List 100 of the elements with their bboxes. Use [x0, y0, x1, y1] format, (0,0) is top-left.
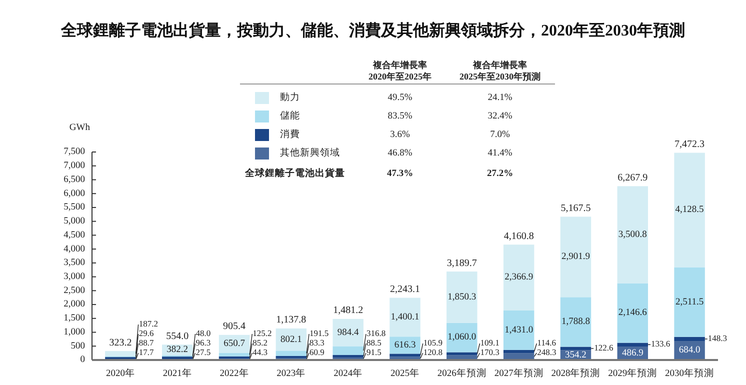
data-label: 60.9: [310, 346, 324, 357]
legend-label: 消費: [280, 128, 300, 140]
data-label: 148.3: [708, 332, 728, 343]
y-tick-label: 6,500: [64, 174, 86, 185]
data-label: 114.6: [537, 337, 556, 348]
data-label: 2,901.9: [561, 252, 590, 262]
y-tick-label: 7,500: [64, 147, 86, 158]
y-tick-label: 2,500: [64, 286, 86, 296]
x-tick-label: 2027年預測: [494, 367, 544, 380]
text: 複合年增長率 2025年至2030年預測: [460, 60, 540, 82]
data-label: 96.3: [196, 337, 211, 348]
data-label: 17.7: [138, 346, 154, 357]
data-label: 170.3: [480, 346, 500, 357]
x-tick-label: 2025年: [390, 367, 420, 380]
y-tick-label: 7,000: [64, 161, 86, 172]
data-label: 109.1: [480, 337, 500, 348]
y-tick-label: 2,000: [64, 300, 86, 310]
x-tick-label: 2029年預測: [608, 367, 658, 380]
data-label: 91.5: [366, 346, 382, 357]
chart-title: 全球鋰離子電池出貨量，按動力、儲能、消費及其他新興領域拆分，2020年至2030年預測: [60, 22, 685, 40]
y-tick-label: 4,000: [64, 244, 86, 254]
y-tick-label: 5,500: [64, 202, 86, 213]
legend-label: 其他新興領域: [280, 146, 340, 159]
data-label: 984.4: [337, 328, 360, 338]
text: 49.5%: [388, 93, 412, 104]
data-label: 4,128.5: [675, 205, 704, 216]
data-label: 105.9: [423, 337, 442, 348]
data-label: 27.5: [196, 346, 211, 357]
y-tick-label: 0: [80, 355, 86, 366]
annotation: 27.2%: [486, 169, 514, 180]
data-label: 1,850.3: [448, 292, 476, 302]
data-label: 248.3: [537, 346, 556, 357]
data-label: 83.3: [310, 337, 324, 348]
total-label: 1,137.8: [276, 314, 306, 326]
annotation: 41.4%: [488, 148, 512, 159]
data-label: 44.3: [252, 346, 268, 357]
annotation: 全球鋰離子電池出貨量: [244, 167, 345, 180]
total-label: 4,160.8: [504, 230, 534, 242]
total-label: 2,243.1: [390, 284, 420, 296]
text: 24.1%: [488, 93, 512, 104]
text: 複合年增長率 2020年至2025年: [368, 60, 432, 82]
data-label: 2,146.6: [618, 308, 648, 318]
y-axis-title: GWh: [69, 123, 90, 134]
data-label: 2,511.5: [675, 297, 704, 308]
data-label: 650.7: [224, 339, 246, 350]
data-label: 29.6: [138, 328, 154, 338]
data-label: 1,400.1: [390, 312, 420, 322]
text: 83.5%: [388, 112, 412, 122]
y-tick-label: 1,000: [64, 327, 86, 338]
x-tick-label: 2023年: [276, 367, 306, 380]
data-label: 125.2: [252, 328, 272, 338]
y-tick-label: 3,000: [64, 272, 86, 282]
data-label: 616.3: [394, 340, 416, 350]
x-tick-label: 2022年: [220, 367, 249, 380]
legend-label: 動力: [280, 91, 300, 104]
data-label: 85.2: [252, 337, 268, 348]
y-tick-label: 6,000: [64, 188, 86, 199]
y-tick-label: 500: [70, 341, 86, 352]
data-label: 486.9: [622, 348, 644, 358]
data-label: 122.6: [594, 342, 614, 352]
data-label: 88.5: [366, 337, 382, 348]
data-label: 684.0: [678, 346, 700, 356]
y-tick-label: 5,000: [64, 216, 86, 227]
y-tick-label: 1,500: [64, 314, 86, 324]
annotation: 47.3%: [386, 169, 414, 180]
data-label: 187.2: [138, 318, 158, 328]
y-tick-label: 4,500: [64, 230, 86, 240]
data-label: 191.5: [310, 328, 329, 338]
legend-label: 儲能: [280, 110, 300, 122]
data-label: 1,788.8: [561, 317, 590, 328]
total-label: 905.4: [223, 321, 246, 332]
x-tick-label: 2030年預測: [665, 367, 714, 380]
x-tick-label: 2020年: [106, 367, 135, 380]
data-label: 48.0: [196, 328, 211, 338]
total-label: 554.0: [166, 330, 189, 342]
y-tick-label: 3,500: [64, 258, 86, 268]
total-label: 3,189.7: [446, 258, 477, 269]
data-label: 316.8: [366, 328, 386, 338]
x-tick-label: 2026年預測: [437, 367, 486, 380]
total-label: 1,481.2: [333, 305, 364, 316]
x-tick-label: 2021年: [162, 367, 192, 380]
data-label: 802.1: [280, 334, 302, 345]
total-label: 7,472.3: [674, 139, 705, 150]
text: 3.6%: [390, 130, 410, 140]
data-label: 3,500.8: [618, 230, 648, 240]
data-label: 382.2: [166, 345, 188, 356]
text: 32.4%: [488, 112, 512, 122]
data-label: 120.8: [423, 346, 442, 357]
data-label: 1,431.0: [504, 325, 534, 336]
x-tick-label: 2024年: [334, 367, 363, 380]
data-label: 1,060.0: [448, 332, 476, 343]
data-label: 88.7: [138, 337, 154, 348]
text: 7.0%: [490, 130, 510, 140]
data-label: 354.2: [565, 350, 587, 360]
total-label: 6,267.9: [618, 172, 648, 184]
x-tick-label: 2028年預測: [551, 367, 600, 380]
annotation: 46.8%: [388, 148, 412, 159]
total-label: 5,167.5: [560, 202, 591, 214]
data-label: 133.6: [651, 338, 670, 349]
total-label: 323.2: [109, 337, 132, 348]
